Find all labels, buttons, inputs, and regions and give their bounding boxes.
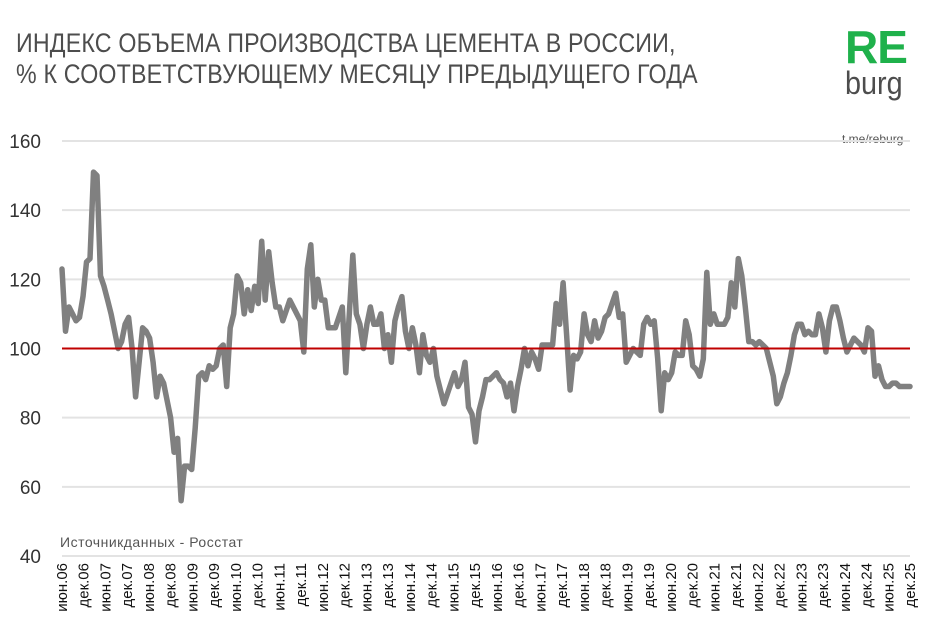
x-tick-label: июн.15: [445, 563, 462, 612]
x-tick-label: дек.08: [163, 563, 180, 608]
x-tick-label: июн.06: [54, 563, 71, 612]
chart-title-line-2: % К СООТВЕТСТВУЮЩЕМУ МЕСЯЦУ ПРЕДЫДУЩЕГО …: [16, 59, 698, 89]
x-tick-label: июн.19: [619, 563, 636, 612]
x-tick-label: дек.24: [859, 563, 876, 608]
x-tick-label: дек.10: [250, 563, 267, 608]
y-tick-label: 60: [20, 478, 41, 499]
x-tick-label: июн.21: [706, 563, 723, 612]
x-tick-label: июн.20: [663, 563, 680, 612]
x-tick-label: июн.07: [97, 563, 114, 612]
x-tick-label: июн.10: [228, 563, 245, 612]
logo-re-text: RE: [845, 21, 908, 73]
x-tick-label: июн.22: [750, 563, 767, 612]
y-tick-label: 100: [9, 340, 41, 361]
x-axis-ticks: июн.06 дек.06 июн.07 дек.07 июн.08 дек.08 июн.…: [54, 563, 919, 612]
x-tick-label: июн.23: [793, 563, 810, 612]
x-tick-label: дек.16: [511, 563, 528, 608]
x-tick-label: дек.09: [206, 563, 223, 608]
x-tick-label: дек.22: [772, 563, 789, 608]
x-tick-label: июн.13: [358, 563, 375, 612]
x-tick-label: дек.13: [380, 563, 397, 608]
x-tick-label: дек.11: [293, 563, 310, 606]
y-tick-label: 120: [9, 270, 41, 291]
x-tick-label: дек.21: [728, 563, 745, 608]
x-tick-label: июн.16: [489, 563, 506, 612]
telegram-handle: t.me/reburg: [842, 132, 904, 146]
x-tick-label: дек.18: [598, 563, 615, 608]
y-tick-label: 140: [9, 201, 41, 222]
x-tick-label: июн.17: [532, 563, 549, 612]
y-tick-label: 40: [20, 547, 41, 568]
x-tick-label: дек.07: [119, 563, 136, 608]
x-tick-label: дек.15: [467, 563, 484, 608]
x-tick-label: дек.12: [337, 563, 354, 608]
x-tick-label: июн.25: [880, 563, 897, 612]
x-tick-label: июн.08: [141, 563, 158, 612]
y-tick-label: 160: [9, 132, 41, 153]
x-tick-label: июн.12: [315, 563, 332, 612]
x-tick-label: дек.14: [424, 563, 441, 608]
chart-title: ИНДЕКС ОБЪЕМА ПРОИЗВОДСТВА ЦЕМЕНТА В РОС…: [16, 28, 698, 90]
x-tick-label: дек.20: [685, 563, 702, 608]
x-tick-label: июн.24: [837, 563, 854, 612]
logo-burg-text: burg: [845, 65, 903, 101]
chart-title-line-1: ИНДЕКС ОБЪЕМА ПРОИЗВОДСТВА ЦЕМЕНТА В РОС…: [16, 28, 676, 58]
x-tick-label: дек.06: [76, 563, 93, 608]
x-tick-label: дек.19: [641, 563, 658, 608]
y-axis-ticks: 40 60 80 100 120 140 160: [9, 132, 41, 568]
x-tick-label: дек.25: [902, 563, 919, 608]
x-tick-label: июн.18: [576, 563, 593, 612]
x-tick-label: дек.17: [554, 563, 571, 608]
reburg-logo: RE burg: [845, 21, 925, 101]
y-tick-label: 80: [20, 409, 41, 430]
x-tick-label: дек.23: [815, 563, 832, 608]
x-tick-label: июн.14: [402, 563, 419, 612]
source-note: Источникданных - Росстат: [60, 534, 244, 550]
data-series-line: [59, 169, 913, 504]
x-tick-label: июн.11: [271, 563, 288, 611]
x-tick-label: июн.09: [184, 563, 201, 612]
